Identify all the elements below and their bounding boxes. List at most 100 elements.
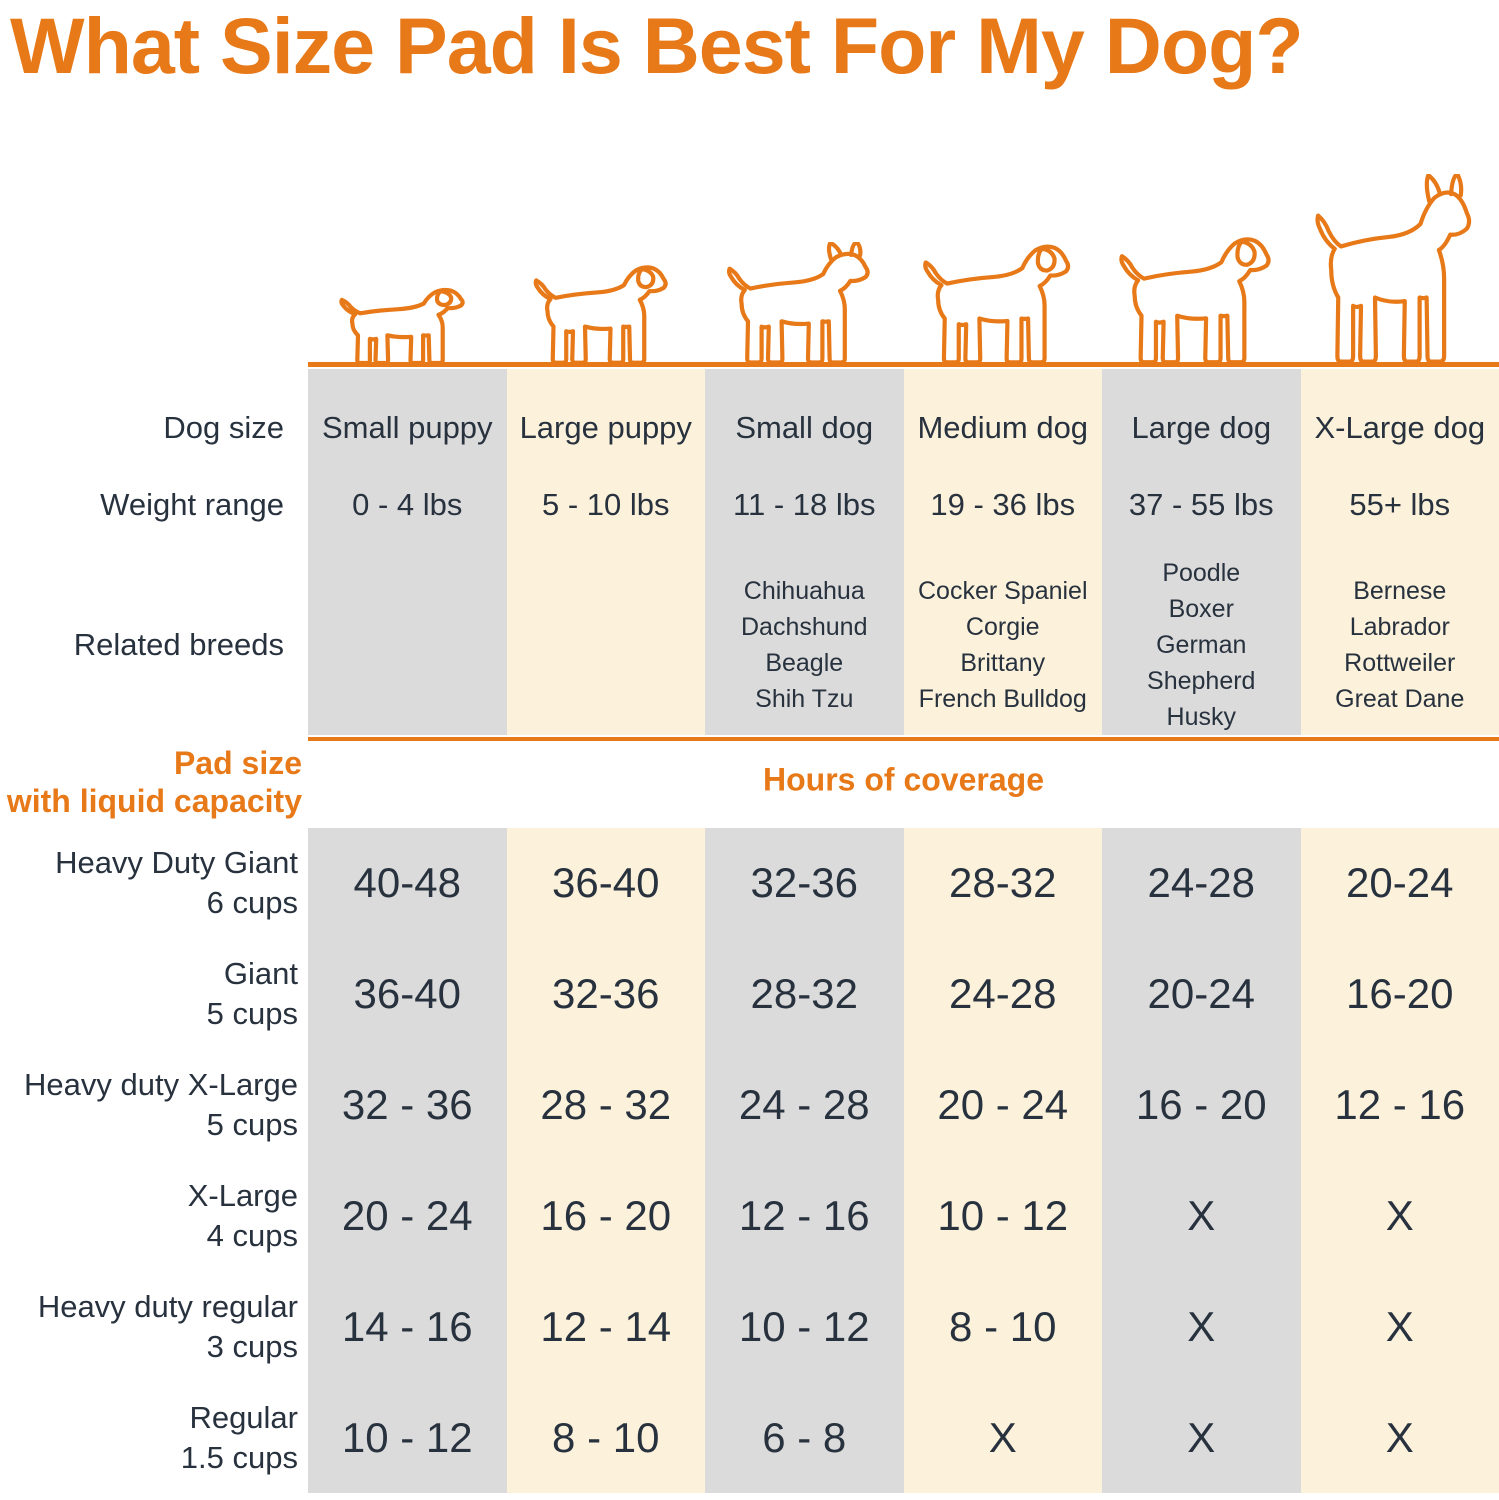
column-stripe [705,369,904,735]
breed-name: German Shepherd [1147,631,1256,695]
pad-liquid-capacity: 4 cups [206,1218,298,1253]
pad-size-name: Giant [223,956,298,991]
breed-name: Cocker Spaniel [917,577,1088,605]
related-breeds-cell: Poodle Boxer German Shepherd Husky [1105,555,1297,735]
column-stripe [1102,369,1301,735]
breed-name: Rottweiler [1344,649,1456,677]
column-stripe [1300,369,1499,735]
weight-range-cell: 55+ lbs [1349,487,1451,522]
pad-size-name: Heavy Duty Giant [55,845,298,880]
coverage-cell: 32 - 36 [341,1081,473,1128]
coverage-cell: X [988,1414,1017,1461]
coverage-cell: 36-40 [353,970,461,1017]
coverage-cell: 32-36 [750,859,858,906]
large-dog-icon [1116,226,1286,364]
dog-size-cell: Medium dog [917,410,1089,445]
coverage-cell: 24-28 [949,970,1057,1017]
dog-size-cell: X-Large dog [1314,410,1486,445]
coverage-cell: 40-48 [353,859,461,906]
pad-liquid-capacity: 5 cups [206,996,298,1031]
column-stripe [308,369,507,735]
coverage-cell: 24-28 [1147,859,1255,906]
row-label-dog-size: Dog size [163,410,284,445]
pad-row-label: Heavy duty regular 3 cups [0,1287,298,1367]
coverage-cell: 32-36 [552,970,660,1017]
column-stripe [903,369,1102,735]
small-puppy-icon [337,282,477,364]
row-label-weight-range: Weight range [100,487,284,522]
pad-row-label: Giant 5 cups [0,954,298,1034]
coverage-cell: X [1385,1414,1414,1461]
coverage-cell: X [1385,1192,1414,1239]
weight-range-cell: 19 - 36 lbs [930,487,1076,522]
pad-size-name: Heavy duty regular [37,1289,298,1324]
column-stripe [308,828,507,1493]
pad-size-name: X-Large [187,1178,298,1213]
coverage-cell: 8 - 10 [552,1414,660,1461]
pad-size-section-label: Pad size with liquid capacity [0,744,302,820]
column-stripe [506,369,705,735]
breed-name: Shih Tzu [755,685,854,713]
column-stripe [1102,828,1301,1493]
pad-liquid-capacity: 3 cups [206,1329,298,1364]
related-breeds-cell: Bernese Labrador Rottweiler Great Dane [1304,573,1496,717]
coverage-cell: 16-20 [1346,970,1454,1017]
pad-liquid-capacity: 1.5 cups [180,1440,298,1475]
large-puppy-icon [531,257,681,364]
medium-dog-icon [920,234,1085,364]
coverage-cell: X [1187,1414,1216,1461]
coverage-cell: 8 - 10 [949,1303,1057,1350]
section-divider-line [308,737,1499,741]
breed-name: Brittany [960,649,1046,677]
breed-name: Dachshund [741,613,868,641]
coverage-cell: X [1187,1303,1216,1350]
small-dog-icon [724,242,884,364]
related-breeds-cell: Chihuahua Dachshund Beagle Shih Tzu [708,573,900,717]
coverage-cell: 28-32 [750,970,858,1017]
weight-range-cell: 5 - 10 lbs [541,487,670,522]
pad-liquid-capacity: 6 cups [206,885,298,920]
coverage-cell: 12 - 16 [738,1192,870,1239]
coverage-cell: 16 - 20 [540,1192,672,1239]
pad-row-label: Regular 1.5 cups [0,1398,298,1478]
pad-size-label-line1: Pad size [173,745,302,781]
coverage-cell: 6 - 8 [762,1414,847,1461]
weight-range-cell: 0 - 4 lbs [352,487,463,522]
coverage-cell: 12 - 16 [1334,1081,1466,1128]
dog-size-cell: Large puppy [519,410,692,445]
breed-name: Chihuahua [743,577,865,605]
coverage-cell: 28 - 32 [540,1081,672,1128]
dog-size-cell: Small dog [735,410,874,445]
pad-size-name: Heavy duty X-Large [24,1067,298,1102]
column-stripe [1300,828,1499,1493]
coverage-cell: 16 - 20 [1135,1081,1267,1128]
pad-liquid-capacity: 5 cups [206,1107,298,1142]
breed-name: Bernese [1353,577,1447,605]
breed-name: Poodle [1162,559,1241,587]
coverage-cell: 20 - 24 [937,1081,1069,1128]
breed-name: Beagle [765,649,844,677]
coverage-cell: 36-40 [552,859,660,906]
related-breeds-cell: Cocker Spaniel Corgie Brittany French Bulld… [907,573,1099,717]
coverage-cell: 20 - 24 [341,1192,473,1239]
breed-name: Labrador [1349,613,1450,641]
coverage-cell: 20-24 [1147,970,1255,1017]
pad-size-name: Regular [189,1400,298,1435]
coverage-cell: X [1187,1192,1216,1239]
coverage-cell: 10 - 12 [937,1192,1069,1239]
hours-of-coverage-header: Hours of coverage [763,761,1044,798]
breed-name: Husky [1166,703,1236,731]
page-title: What Size Pad Is Best For My Dog? [10,1,1304,90]
pad-row-label: Heavy Duty Giant 6 cups [0,843,298,923]
breed-name: Corgie [965,613,1040,641]
row-label-related-breeds: Related breeds [73,627,284,662]
coverage-cell: X [1385,1303,1414,1350]
dog-size-cell: Small puppy [321,410,493,445]
breed-name: Boxer [1168,595,1234,623]
weight-range-cell: 37 - 55 lbs [1128,487,1274,522]
coverage-cell: 20-24 [1346,859,1454,906]
x-large-dog-icon [1312,174,1487,364]
weight-range-cell: 11 - 18 lbs [733,487,876,522]
column-stripe [506,828,705,1493]
